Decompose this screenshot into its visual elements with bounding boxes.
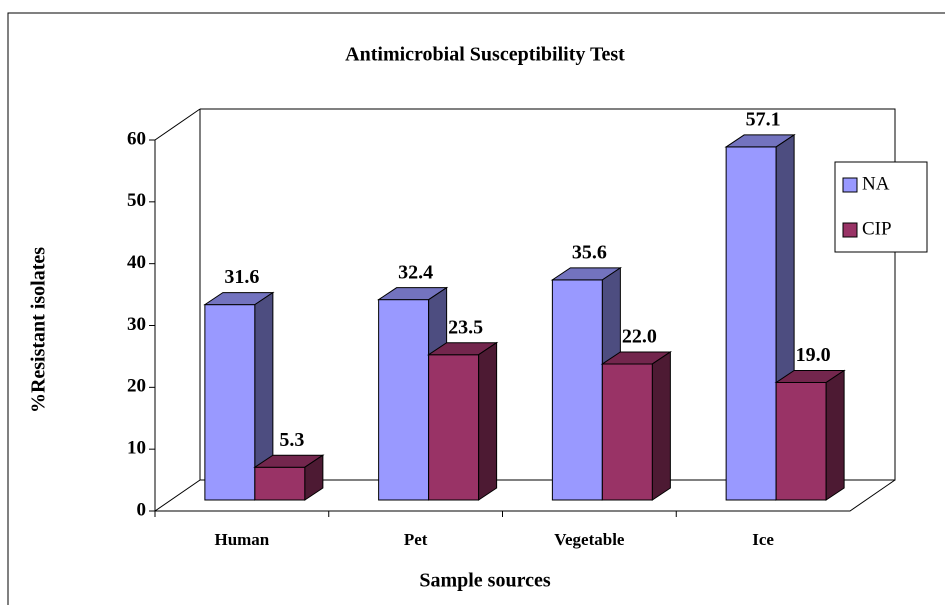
y-tick-label: 30 <box>127 314 146 335</box>
legend-swatch <box>842 222 858 238</box>
bar <box>426 341 499 501</box>
y-tick-label: 50 <box>127 190 146 211</box>
floor <box>155 479 896 512</box>
bar <box>253 454 325 501</box>
value-label: 32.4 <box>398 261 433 283</box>
legend-label: NA <box>862 173 890 194</box>
bar <box>600 351 673 501</box>
bar-face <box>428 354 480 501</box>
x-axis-label: Sample sources <box>419 570 551 592</box>
value-label: 19.0 <box>796 344 831 366</box>
y-axis-label: %Resistant isolates <box>28 247 50 413</box>
x-tick-label: Pet <box>404 530 428 549</box>
back-wall <box>154 108 896 512</box>
bar-face <box>601 363 653 501</box>
chart-title: Antimicrobial Susceptibility Test <box>345 44 625 66</box>
frame <box>7 12 945 605</box>
value-label: 31.6 <box>224 266 259 288</box>
bar-face <box>825 369 845 501</box>
value-label: 57.1 <box>746 109 781 131</box>
bar <box>774 369 846 501</box>
x-tick-label: Human <box>214 530 269 549</box>
bar-face <box>304 454 324 501</box>
value-label: 22.0 <box>622 326 657 348</box>
bar-face <box>478 341 498 501</box>
y-tick-label: 60 <box>127 128 146 149</box>
y-tick-label: 20 <box>127 376 146 397</box>
bar-face <box>254 466 306 501</box>
bar-face <box>775 382 827 501</box>
value-label: 23.5 <box>448 316 483 338</box>
bar-face <box>651 351 671 501</box>
y-tick-label: 0 <box>137 499 147 520</box>
value-label: 35.6 <box>572 241 607 263</box>
bar-face <box>725 146 777 501</box>
legend-swatch <box>842 177 858 193</box>
bar-face <box>204 304 256 501</box>
side-wall <box>154 108 201 511</box>
y-tick-label: 40 <box>127 252 146 273</box>
x-tick-label: Ice <box>752 530 774 549</box>
y-tick-label: 10 <box>127 438 146 459</box>
bar-face <box>551 279 603 501</box>
bar-face <box>378 299 430 501</box>
value-label: 5.3 <box>279 429 304 451</box>
legend-label: CIP <box>862 218 892 239</box>
x-tick-label: Vegetable <box>554 530 625 549</box>
bar <box>203 291 275 501</box>
